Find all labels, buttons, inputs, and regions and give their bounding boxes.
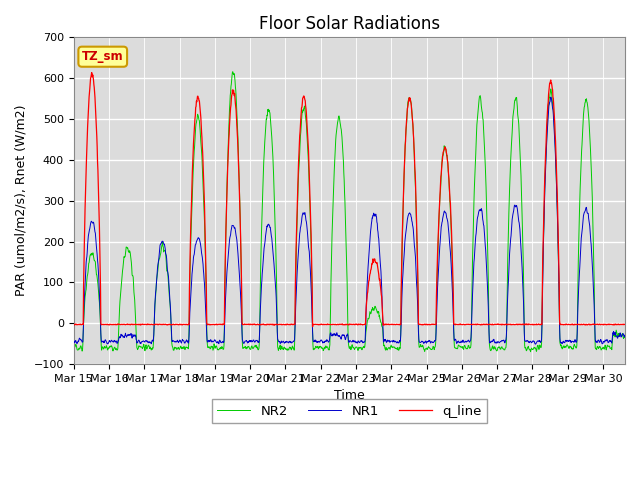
X-axis label: Time: Time <box>334 389 365 402</box>
q_line <box>308 324 316 330</box>
NR2 <box>371 304 378 310</box>
NR2 <box>527 349 534 355</box>
q_line <box>296 141 303 146</box>
Title: Floor Solar Radiations: Floor Solar Radiations <box>259 15 440 33</box>
NR1 <box>330 332 338 337</box>
NR1 <box>547 94 555 100</box>
Legend: NR2, NR1, q_line: NR2, NR1, q_line <box>212 399 487 423</box>
Line: NR1: NR1 <box>74 97 638 344</box>
Y-axis label: PAR (umol/m2/s), Rnet (W/m2): PAR (umol/m2/s), Rnet (W/m2) <box>15 105 28 297</box>
Line: NR2: NR2 <box>74 72 638 352</box>
NR2 <box>296 158 303 164</box>
NR1 <box>420 340 428 346</box>
q_line <box>634 322 640 327</box>
NR1 <box>295 241 303 247</box>
Text: TZ_sm: TZ_sm <box>82 50 124 63</box>
q_line <box>421 321 429 327</box>
q_line <box>331 322 339 327</box>
NR2 <box>330 168 338 173</box>
NR2 <box>84 269 92 275</box>
NR1 <box>449 317 457 323</box>
NR1 <box>70 338 77 344</box>
NR2 <box>70 343 77 349</box>
NR1 <box>531 341 539 347</box>
q_line <box>70 322 77 327</box>
NR2 <box>229 69 237 74</box>
q_line <box>451 322 458 327</box>
NR1 <box>371 211 378 217</box>
Line: q_line: q_line <box>74 72 638 327</box>
q_line <box>371 258 379 264</box>
NR1 <box>84 238 92 243</box>
NR2 <box>634 346 640 351</box>
NR1 <box>634 338 640 344</box>
NR2 <box>421 348 429 354</box>
NR2 <box>450 325 458 331</box>
q_line <box>84 117 92 122</box>
q_line <box>88 70 95 75</box>
